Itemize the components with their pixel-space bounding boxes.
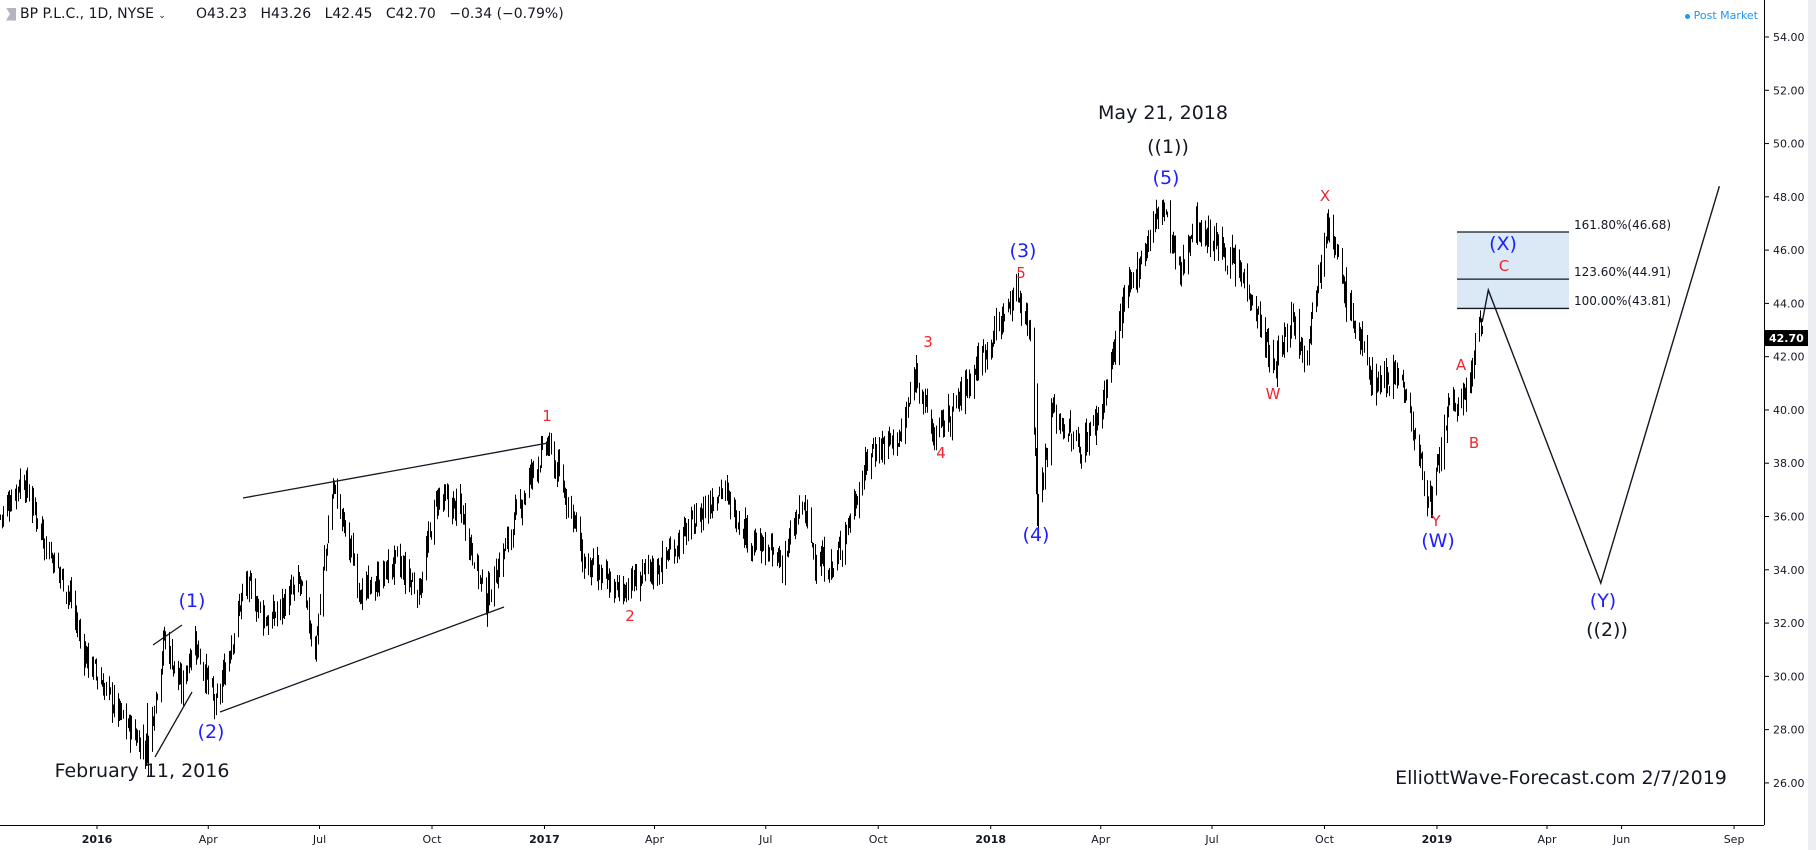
fib-zone bbox=[1457, 232, 1569, 309]
symbol-logo-icon bbox=[6, 7, 16, 21]
wedge-trendline bbox=[219, 606, 505, 713]
wave-label-2: (2) bbox=[197, 721, 225, 743]
wedge-trendline bbox=[154, 691, 193, 758]
change-value: −0.34 (−0.79%) bbox=[449, 6, 564, 22]
subwave-label-y: Y bbox=[1431, 512, 1441, 530]
y-tick-label: 48.00 bbox=[1773, 191, 1805, 204]
x-tick-label: Oct bbox=[422, 833, 442, 846]
y-tick-label: 36.00 bbox=[1773, 511, 1805, 524]
subwave-label-4: 4 bbox=[936, 444, 946, 462]
wedge-trendline bbox=[242, 442, 549, 499]
post-market-label: Post Market bbox=[1693, 9, 1758, 22]
wave-label-5: (5) bbox=[1152, 167, 1180, 189]
wave-label-w: (W) bbox=[1421, 530, 1455, 552]
symbol-header: BP P.L.C., 1D, NYSE ⌄ O43.23 H43.26 L42.… bbox=[6, 6, 573, 22]
ohlc-readout: O43.23 H43.26 L42.45 C42.70 −0.34 (−0.79… bbox=[196, 6, 573, 22]
y-tick-label: 40.00 bbox=[1773, 404, 1805, 417]
date-annotation-feb-2016: February 11, 2016 bbox=[54, 760, 230, 782]
symbol-title[interactable]: BP P.L.C., 1D, NYSE ⌄ bbox=[20, 6, 166, 22]
wedge-trendline bbox=[152, 624, 183, 646]
x-tick-label: Jul bbox=[758, 833, 772, 846]
fib-label-123: 123.60%(44.91) bbox=[1574, 265, 1672, 279]
subwave-label-a: A bbox=[1455, 356, 1467, 374]
x-tick-label: Apr bbox=[1537, 833, 1557, 846]
chevron-down-icon[interactable]: ⌄ bbox=[158, 11, 166, 21]
subwave-label-w: W bbox=[1265, 385, 1281, 403]
dot-icon bbox=[1684, 13, 1690, 19]
x-tick-label: Apr bbox=[1091, 833, 1111, 846]
x-tick-label: 2017 bbox=[529, 833, 560, 846]
last-price-label: 42.70 bbox=[1769, 332, 1804, 345]
wave-label-1-cycle: ((1)) bbox=[1147, 136, 1189, 158]
time-axis-bg bbox=[0, 825, 1816, 850]
y-tick-label: 52.00 bbox=[1773, 84, 1805, 97]
x-tick-label: Oct bbox=[1315, 833, 1335, 846]
scrollbar bbox=[1808, 0, 1816, 850]
watermark: ElliottWave-Forecast.com 2/7/2019 bbox=[1395, 767, 1727, 789]
x-tick-label: 2019 bbox=[1422, 833, 1453, 846]
x-tick-label: Apr bbox=[645, 833, 665, 846]
wave-label-y: (Y) bbox=[1589, 590, 1617, 612]
subwave-label-1: 1 bbox=[542, 407, 552, 425]
y-tick-label: 42.00 bbox=[1773, 351, 1805, 364]
y-tick-label: 44.00 bbox=[1773, 297, 1805, 310]
x-tick-label: Apr bbox=[199, 833, 219, 846]
high-value: H43.26 bbox=[260, 6, 312, 22]
x-tick-label: Oct bbox=[869, 833, 889, 846]
open-value: O43.23 bbox=[195, 6, 248, 22]
subwave-label-x: X bbox=[1319, 187, 1331, 205]
fib-label-100: 100.00%(43.81) bbox=[1574, 294, 1672, 308]
date-annotation-may-2018: May 21, 2018 bbox=[1098, 102, 1228, 124]
last-price-badge bbox=[1764, 330, 1808, 347]
x-tick-label: 2018 bbox=[975, 833, 1006, 846]
wave-label-1: (1) bbox=[178, 590, 206, 612]
y-tick-label: 34.00 bbox=[1773, 564, 1805, 577]
low-value: L42.45 bbox=[324, 6, 373, 22]
wave-label-4: (4) bbox=[1022, 524, 1050, 546]
y-tick-label: 54.00 bbox=[1773, 31, 1805, 44]
y-tick-label: 32.00 bbox=[1773, 617, 1805, 630]
subwave-label-5: 5 bbox=[1016, 264, 1026, 282]
post-market-indicator: Post Market bbox=[1684, 9, 1758, 22]
close-value: C42.70 bbox=[385, 6, 436, 22]
x-tick-label: Jun bbox=[1612, 833, 1630, 846]
subwave-label-b: B bbox=[1468, 434, 1480, 452]
subwave-label-2: 2 bbox=[625, 607, 635, 625]
y-tick-label: 28.00 bbox=[1773, 724, 1805, 737]
wave-label-2-cycle: ((2)) bbox=[1586, 619, 1628, 641]
wave-label-x: (X) bbox=[1489, 233, 1517, 255]
x-tick-label: Sep bbox=[1724, 833, 1745, 846]
x-tick-label: Jul bbox=[1204, 833, 1218, 846]
y-tick-label: 30.00 bbox=[1773, 670, 1805, 683]
price-axis-bg bbox=[1764, 0, 1816, 850]
subwave-label-3: 3 bbox=[923, 333, 933, 351]
x-tick-label: Jul bbox=[312, 833, 326, 846]
fib-label-161: 161.80%(46.68) bbox=[1574, 218, 1672, 232]
symbol-name: BP P.L.C., 1D, NYSE bbox=[20, 6, 154, 22]
y-tick-label: 50.00 bbox=[1773, 138, 1805, 151]
y-tick-label: 26.00 bbox=[1773, 777, 1805, 790]
wave-label-3: (3) bbox=[1009, 240, 1037, 262]
x-tick-label: 2016 bbox=[82, 833, 113, 846]
y-tick-label: 46.00 bbox=[1773, 244, 1805, 257]
subwave-label-c: C bbox=[1498, 257, 1510, 275]
y-tick-label: 38.00 bbox=[1773, 457, 1805, 470]
projection-path bbox=[1481, 185, 1721, 586]
